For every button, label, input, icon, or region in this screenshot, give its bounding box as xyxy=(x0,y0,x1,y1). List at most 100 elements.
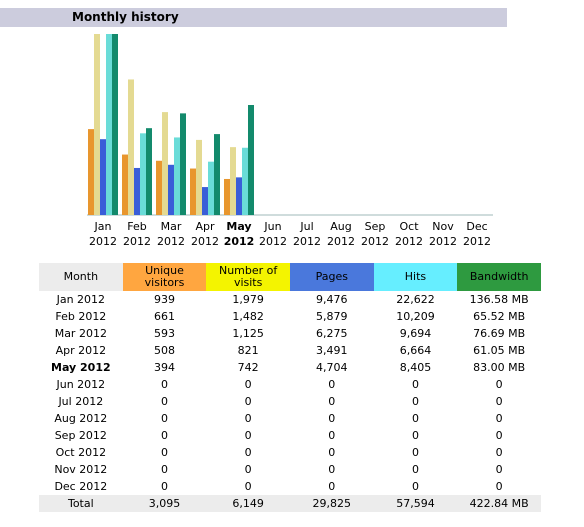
value-cell: 0 xyxy=(495,429,503,442)
value-cell: 0 xyxy=(411,429,419,442)
bar xyxy=(248,105,254,215)
bar xyxy=(214,134,220,215)
x-tick-label: Jan 2012 xyxy=(89,220,117,248)
value-cell: 1,125 xyxy=(232,327,264,340)
x-tick-label: Oct 2012 xyxy=(395,220,423,248)
month-cell: Mar 2012 xyxy=(54,327,107,340)
value-cell: 0 xyxy=(495,446,503,459)
value-cell: 0 xyxy=(495,480,503,493)
bar xyxy=(146,128,152,215)
history-table: Month Unique visitors Number of visits Pag… xyxy=(39,263,541,512)
value-cell: 0 xyxy=(160,463,168,476)
bar xyxy=(156,160,162,215)
value-cell: 0 xyxy=(244,429,252,442)
value-cell: 0 xyxy=(328,412,336,425)
x-tick-label: Sep 2012 xyxy=(361,220,389,248)
bar xyxy=(190,168,196,215)
month-cell: Apr 2012 xyxy=(55,344,107,357)
value-cell: 0 xyxy=(244,446,252,459)
value-cell: 0 xyxy=(495,463,503,476)
table-row: Sep 2012 0 0 0 0 0 xyxy=(39,427,541,444)
value-cell: 0 xyxy=(328,378,336,391)
value-cell: 0 xyxy=(244,463,252,476)
value-cell: 136.58 MB xyxy=(469,293,529,306)
month-cell: Jul 2012 xyxy=(58,395,104,408)
value-cell: 0 xyxy=(328,446,336,459)
x-tick-label: Aug 2012 xyxy=(327,220,355,248)
bar xyxy=(88,129,94,215)
value-cell: 0 xyxy=(411,480,419,493)
total-cell: 3,095 xyxy=(122,495,207,512)
bar xyxy=(112,34,118,215)
column-header: Number of visits xyxy=(206,263,290,291)
value-cell: 0 xyxy=(495,378,503,391)
value-cell: 0 xyxy=(411,463,419,476)
value-cell: 0 xyxy=(328,463,336,476)
value-cell: 10,209 xyxy=(396,310,435,323)
bar xyxy=(242,147,248,215)
value-cell: 394 xyxy=(153,361,175,374)
table-row: Aug 2012 0 0 0 0 0 xyxy=(39,410,541,427)
bar xyxy=(134,167,140,215)
value-cell: 9,476 xyxy=(316,293,348,306)
value-cell: 0 xyxy=(160,446,168,459)
table-row: Nov 2012 0 0 0 0 0 xyxy=(39,461,541,478)
value-cell: 661 xyxy=(153,310,175,323)
total-cell: 57,594 xyxy=(373,495,458,512)
bar xyxy=(236,177,242,215)
month-cell: Oct 2012 xyxy=(55,446,107,459)
value-cell: 22,622 xyxy=(396,293,435,306)
month-cell: Aug 2012 xyxy=(54,412,108,425)
value-cell: 5,879 xyxy=(316,310,348,323)
x-tick-label: Apr 2012 xyxy=(191,220,219,248)
column-header: Hits xyxy=(373,263,458,291)
value-cell: 0 xyxy=(244,395,252,408)
value-cell: 0 xyxy=(328,480,336,493)
column-header: Unique visitors xyxy=(122,263,207,291)
value-cell: 76.69 MB xyxy=(473,327,526,340)
value-cell: 0 xyxy=(411,446,419,459)
x-tick-label: Jun 2012 xyxy=(259,220,287,248)
month-cell: Jun 2012 xyxy=(56,378,106,391)
chart xyxy=(87,34,493,216)
table-row: Feb 2012 661 1,482 5,879 10,209 65.52 MB xyxy=(39,308,541,325)
bar xyxy=(106,34,112,215)
value-cell: 1,979 xyxy=(232,293,264,306)
value-cell: 6,664 xyxy=(399,344,432,357)
value-cell: 4,704 xyxy=(316,361,348,374)
value-cell: 0 xyxy=(411,378,419,391)
value-cell: 0 xyxy=(411,395,419,408)
value-cell: 742 xyxy=(237,361,259,374)
bar xyxy=(128,79,134,216)
value-cell: 0 xyxy=(244,378,252,391)
section-header: Monthly history xyxy=(0,8,507,27)
table-row: Mar 2012 593 1,125 6,275 9,694 76.69 MB xyxy=(39,325,541,342)
month-cell: Feb 2012 xyxy=(55,310,107,323)
month-cell: Dec 2012 xyxy=(54,480,108,493)
month-cell: Sep 2012 xyxy=(54,429,107,442)
bar xyxy=(208,161,214,215)
value-cell: 1,482 xyxy=(232,310,264,323)
value-cell: 0 xyxy=(328,395,336,408)
table-row: May 2012 394 742 4,704 8,405 83.00 MB xyxy=(39,359,541,376)
value-cell: 0 xyxy=(160,395,168,408)
bar xyxy=(174,137,180,215)
table-row: Dec 2012 0 0 0 0 0 xyxy=(39,478,541,495)
table-row: Jun 2012 0 0 0 0 0 xyxy=(39,376,541,393)
table-row: Apr 2012 508 821 3,491 6,664 61.05 MB xyxy=(39,342,541,359)
bar xyxy=(168,164,174,215)
total-label: Total xyxy=(39,495,123,512)
value-cell: 0 xyxy=(495,412,503,425)
total-cell: 29,825 xyxy=(289,495,374,512)
value-cell: 0 xyxy=(328,429,336,442)
value-cell: 8,405 xyxy=(399,361,432,374)
value-cell: 0 xyxy=(244,412,252,425)
value-cell: 83.00 MB xyxy=(473,361,526,374)
month-cell: Nov 2012 xyxy=(54,463,108,476)
value-cell: 61.05 MB xyxy=(473,344,526,357)
value-cell: 3,491 xyxy=(316,344,348,357)
table-row: Jan 2012 939 1,979 9,476 22,622 136.58 MB xyxy=(39,291,541,308)
total-cell: 422.84 MB xyxy=(457,495,541,512)
value-cell: 9,694 xyxy=(399,327,432,340)
